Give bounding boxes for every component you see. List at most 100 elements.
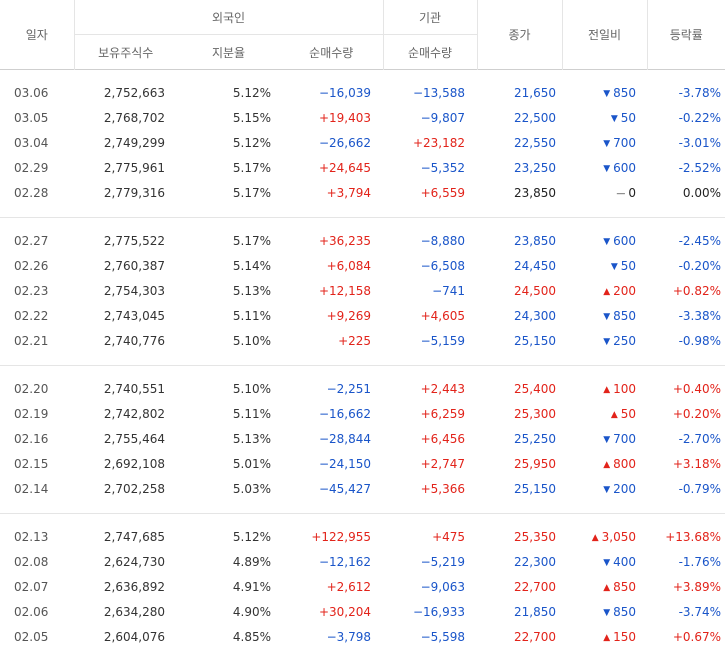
table-row: 02.16 2,755,464 5.13% −28,844 +6,456 25,250 ▼ 7… bbox=[0, 426, 725, 451]
cell-close: 22,300 bbox=[514, 554, 557, 569]
down-arrow-icon: ▼ bbox=[603, 311, 611, 322]
cell-change-value: 200 bbox=[613, 283, 637, 298]
cell-date: 03.04 bbox=[14, 135, 49, 150]
group-spacer bbox=[0, 218, 725, 229]
cell-inst-net: −741 bbox=[432, 283, 466, 298]
cell-close: 21,650 bbox=[514, 85, 557, 100]
cell-change-value: 700 bbox=[613, 431, 637, 446]
cell-ratio: 4.85% bbox=[232, 629, 271, 644]
cell-rate: +13.68% bbox=[665, 529, 722, 544]
cell-inst-net: −6,508 bbox=[420, 258, 466, 273]
cell-ratio: 5.12% bbox=[232, 135, 271, 150]
header-inst-net: 순매수량 bbox=[382, 34, 478, 70]
cell-date: 02.28 bbox=[14, 185, 49, 200]
cell-date: 02.15 bbox=[14, 456, 49, 471]
cell-shares: 2,760,387 bbox=[103, 258, 165, 273]
cell-foreign-net: +24,645 bbox=[318, 160, 372, 175]
cell-change-value: 200 bbox=[613, 481, 637, 496]
cell-shares: 2,779,316 bbox=[103, 185, 165, 200]
cell-change: ▼ 600 bbox=[562, 228, 647, 253]
cell-shares: 2,775,522 bbox=[103, 233, 165, 248]
cell-date: 02.08 bbox=[14, 554, 49, 569]
cell-foreign-net: +6,084 bbox=[326, 258, 372, 273]
cell-ratio: 5.11% bbox=[232, 406, 271, 421]
cell-change: ▲ 800 bbox=[562, 451, 647, 476]
cell-close: 23,850 bbox=[514, 233, 557, 248]
cell-close: 22,700 bbox=[514, 629, 557, 644]
cell-date: 02.07 bbox=[14, 579, 49, 594]
cell-foreign-net: +30,204 bbox=[318, 604, 372, 619]
cell-shares: 2,743,045 bbox=[103, 308, 165, 323]
cell-change: ▼ 50 bbox=[562, 105, 647, 130]
cell-change-value: 850 bbox=[613, 604, 637, 619]
header-institution: 기관 bbox=[382, 0, 478, 35]
down-arrow-icon: ▼ bbox=[603, 138, 611, 149]
cell-foreign-net: −16,662 bbox=[318, 406, 372, 421]
up-arrow-icon: ▲ bbox=[610, 409, 618, 420]
cell-close: 23,250 bbox=[514, 160, 557, 175]
cell-inst-net: −13,588 bbox=[412, 85, 466, 100]
table-row: 02.28 2,779,316 5.17% +3,794 +6,559 23,850—0 0… bbox=[0, 180, 725, 205]
down-arrow-icon: ▼ bbox=[610, 113, 618, 124]
cell-foreign-net: −12,162 bbox=[318, 554, 372, 569]
cell-rate: -3.01% bbox=[678, 135, 722, 150]
cell-close: 25,250 bbox=[514, 431, 557, 446]
up-arrow-icon: ▲ bbox=[603, 384, 611, 395]
cell-rate: -0.20% bbox=[678, 258, 722, 273]
down-arrow-icon: ▼ bbox=[603, 236, 611, 247]
cell-inst-net: −9,807 bbox=[420, 110, 466, 125]
cell-shares: 2,702,258 bbox=[103, 481, 165, 496]
cell-change: ▼ 250 bbox=[562, 328, 647, 353]
cell-rate: +0.67% bbox=[672, 629, 722, 644]
cell-change: ▼ 400 bbox=[562, 549, 647, 574]
cell-inst-net: +6,259 bbox=[420, 406, 466, 421]
cell-shares: 2,768,702 bbox=[103, 110, 165, 125]
cell-inst-net: −5,159 bbox=[420, 333, 466, 348]
cell-close: 24,300 bbox=[514, 308, 557, 323]
cell-close: 25,150 bbox=[514, 333, 557, 348]
table-row: 02.26 2,760,387 5.14% +6,084 −6,508 24,450 ▼ 50… bbox=[0, 253, 725, 278]
cell-change: ▲ 850 bbox=[562, 574, 647, 599]
cell-change-value: 600 bbox=[613, 233, 637, 248]
table-row: 03.05 2,768,702 5.15% +19,403 −9,807 22,500 ▼ 5… bbox=[0, 105, 725, 130]
cell-foreign-net: +225 bbox=[338, 333, 372, 348]
table-row: 02.13 2,747,685 5.12% +122,955 +475 25,350 ▲ 3,… bbox=[0, 524, 725, 549]
cell-change: ▼ 50 bbox=[562, 253, 647, 278]
cell-change-value: 50 bbox=[620, 110, 637, 125]
table-row: 03.04 2,749,299 5.12% −26,662 +23,182 22,550 ▼… bbox=[0, 130, 725, 155]
cell-shares: 2,752,663 bbox=[103, 85, 165, 100]
cell-inst-net: +5,366 bbox=[420, 481, 466, 496]
cell-inst-net: −5,219 bbox=[420, 554, 466, 569]
investor-trading-table: 일자 외국인 기관 종가 전일비 등락률 보유주식수 지분율 순매수량 순매수량… bbox=[0, 0, 725, 650]
cell-ratio: 4.90% bbox=[232, 604, 271, 619]
cell-close: 22,500 bbox=[514, 110, 557, 125]
table-row: 02.23 2,754,303 5.13% +12,158 −741 24,500 ▲ 200… bbox=[0, 278, 725, 303]
cell-change: ▲ 100 bbox=[562, 376, 647, 401]
cell-inst-net: −5,598 bbox=[420, 629, 466, 644]
cell-ratio: 4.91% bbox=[232, 579, 271, 594]
cell-date: 02.19 bbox=[14, 406, 49, 421]
cell-ratio: 4.89% bbox=[232, 554, 271, 569]
header-foreign-net: 순매수량 bbox=[280, 34, 384, 70]
table-row: 02.21 2,740,776 5.10% +225 −5,159 25,150 ▼ 250 -… bbox=[0, 328, 725, 353]
up-arrow-icon: ▲ bbox=[591, 532, 599, 543]
cell-inst-net: +6,456 bbox=[420, 431, 466, 446]
cell-ratio: 5.15% bbox=[232, 110, 271, 125]
cell-rate: -3.38% bbox=[678, 308, 722, 323]
table-row: 03.06 2,752,663 5.12% −16,039 −13,588 21,650 ▼… bbox=[0, 80, 725, 105]
cell-change-value: 850 bbox=[613, 308, 637, 323]
table-body: 03.06 2,752,663 5.12% −16,039 −13,588 21,650 ▼… bbox=[0, 70, 725, 650]
cell-change-value: 600 bbox=[613, 160, 637, 175]
table-row: 02.15 2,692,108 5.01% −24,150 +2,747 25,950 ▲ 8… bbox=[0, 451, 725, 476]
down-arrow-icon: ▼ bbox=[603, 607, 611, 618]
table-row: 02.29 2,775,961 5.17% +24,645 −5,352 23,250 ▼ 6… bbox=[0, 155, 725, 180]
cell-change-value: 150 bbox=[613, 629, 637, 644]
cell-change-value: 800 bbox=[613, 456, 637, 471]
cell-date: 02.20 bbox=[14, 381, 49, 396]
cell-date: 03.05 bbox=[14, 110, 49, 125]
cell-rate: -0.22% bbox=[678, 110, 722, 125]
cell-rate: -3.74% bbox=[678, 604, 722, 619]
cell-rate: +3.89% bbox=[672, 579, 722, 594]
cell-shares: 2,749,299 bbox=[103, 135, 165, 150]
cell-change-value: 250 bbox=[613, 333, 637, 348]
